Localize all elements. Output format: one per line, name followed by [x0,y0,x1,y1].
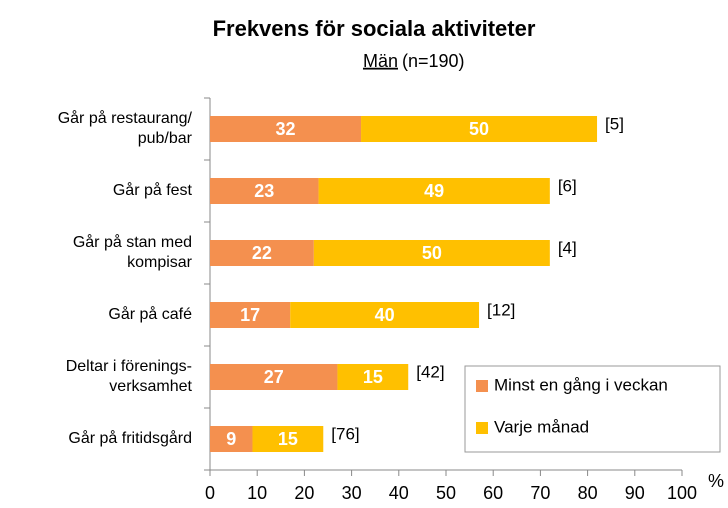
x-tick-label: 0 [205,483,215,503]
remainder-label: [5] [605,114,624,133]
x-tick-label: 70 [530,483,550,503]
bar-value-label: 50 [422,243,442,263]
chart-subtitle: Män [363,51,398,71]
bar-segment [210,178,319,204]
x-tick-label: 60 [483,483,503,503]
y-tick-label: Går på restaurang/pub/bar [58,109,193,147]
bar-value-label: 17 [240,305,260,325]
bar-segment [210,240,314,266]
bar-segment [210,116,362,142]
x-tick-label: 100 [667,483,697,503]
bar-value-label: 9 [226,429,236,449]
bar-segment [210,302,291,328]
x-tick-label: 40 [389,483,409,503]
x-tick-label: 90 [625,483,645,503]
x-tick-label: 10 [247,483,267,503]
bar-segment [252,426,324,452]
bar-segment [210,364,338,390]
legend-swatch [476,422,488,434]
bar-segment [290,302,480,328]
bar-value-label: 15 [278,429,298,449]
y-tick-label: Går på fritidsgård [68,429,192,447]
bar-segment [318,178,550,204]
x-tick-label: 80 [578,483,598,503]
legend-label: Minst en gång i veckan [494,375,668,394]
chart-title: Frekvens för sociala aktiviteter [213,16,536,41]
remainder-label: [4] [558,238,577,257]
bar-value-label: 15 [363,367,383,387]
bar-segment [313,240,550,266]
bar-segment [337,364,409,390]
bar-value-label: 22 [252,243,272,263]
legend-swatch [476,380,488,392]
remainder-label: [42] [416,362,444,381]
x-tick-label: 30 [342,483,362,503]
bar-value-label: 50 [469,119,489,139]
x-tick-label: 20 [294,483,314,503]
y-tick-label: Går på fest [113,181,193,199]
legend-label: Varje månad [494,417,589,436]
bar-value-label: 27 [264,367,284,387]
bar-segment [361,116,598,142]
x-unit: % [708,471,724,491]
bar-value-label: 23 [254,181,274,201]
bar-value-label: 40 [375,305,395,325]
legend: Minst en gång i veckan Varje månad [464,365,721,453]
y-tick-label: Går på stan med kompisar [73,233,193,271]
bar-value-label: 32 [276,119,296,139]
bar-segment [210,426,253,452]
remainder-label: [12] [487,300,515,319]
chart-subtitle-note: (n=190) [402,51,465,71]
legend-box [464,365,721,453]
remainder-label: [6] [558,176,577,195]
remainder-label: [76] [331,424,359,443]
y-tick-label: Deltar i förenings-verksamhet [66,358,193,395]
y-tick-label: Går på café [108,305,192,323]
bar-value-label: 49 [424,181,444,201]
x-tick-label: 50 [436,483,456,503]
